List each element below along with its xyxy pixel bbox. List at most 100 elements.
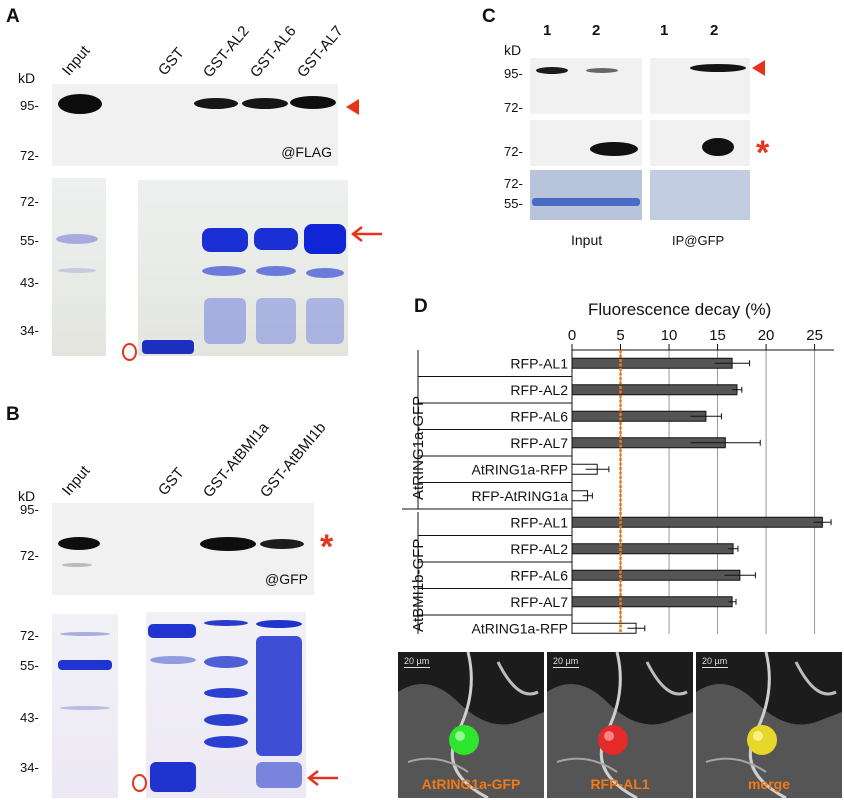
bar: [571, 569, 741, 581]
panel-c-marker-95: 95-: [504, 66, 523, 81]
micrograph-rfp-al1: 20 µm RFP-AL1: [547, 652, 693, 798]
x-tick-label: 20: [758, 327, 775, 344]
panel-c-input-blot-mid: [530, 120, 642, 166]
micrograph-caption: RFP-AL1: [590, 776, 650, 792]
panel-c-ip-label: IP@GFP: [672, 233, 725, 248]
scale-label: 20 µm: [702, 656, 728, 666]
scale-label: 20 µm: [553, 656, 579, 666]
panel-b-gel-marker-43: 43-: [20, 710, 39, 725]
scale-bar: [702, 667, 728, 668]
x-tick-label: 15: [709, 327, 726, 344]
group-label-atring1a-gfp: AtRING1a-GFP: [410, 395, 427, 500]
panel-a-marker-72: 72-: [20, 148, 39, 163]
panel-a-gel-marker-72: 72-: [20, 194, 39, 209]
panel-c-input-blot-top: [530, 58, 642, 114]
band: [202, 266, 246, 276]
band: [306, 298, 344, 344]
bar: [571, 357, 733, 369]
bar-layer: [571, 357, 832, 634]
lane-label-gst: GST: [154, 464, 188, 499]
scale-bar: [404, 667, 430, 668]
lane-number: 1: [543, 22, 552, 39]
band: [242, 98, 288, 109]
axis-layer: 0 5 10 15 20 25: [568, 327, 834, 634]
panel-a-gel-marker-43: 43-: [20, 275, 39, 290]
bar: [571, 596, 733, 608]
panel-b-kd-label: kD: [18, 488, 36, 504]
row-label: RFP-AL6: [510, 567, 568, 583]
band: [148, 624, 196, 638]
band: [58, 660, 112, 670]
band: [304, 224, 346, 254]
scale-bar: [553, 667, 579, 668]
band: [590, 142, 638, 156]
band: [586, 68, 618, 73]
panel-c-label: C: [482, 6, 496, 27]
panel-a-kd-label: kD: [18, 70, 36, 86]
micrograph-caption: AtRING1a-GFP: [421, 776, 521, 792]
panel-c-mid-marker-72: 72-: [504, 144, 523, 159]
x-tick-label: 25: [806, 327, 823, 344]
band: [256, 266, 296, 276]
lane-label-input: Input: [58, 42, 94, 79]
row-label: RFP-AL6: [510, 408, 568, 424]
x-tick-label: 5: [616, 327, 624, 344]
red-asterisk-icon: *: [320, 528, 334, 566]
flag-antibody-label: @FLAG: [281, 144, 332, 160]
panel-c-bot-marker-55: 55-: [504, 196, 523, 211]
band: [62, 563, 92, 567]
micrograph-caption: merge: [747, 776, 791, 792]
panel-b-coomassie-gel: [146, 612, 306, 798]
band: [536, 67, 568, 74]
panel-b-marker-72: 72-: [20, 548, 39, 563]
panel-b-gel-marker-34: 34-: [20, 760, 39, 775]
lane-number: 2: [710, 22, 719, 39]
band: [58, 94, 102, 114]
band: [142, 340, 194, 354]
panel-c-ip-blot-mid: [650, 120, 750, 166]
panel-a-coomassie-gel: [138, 180, 348, 356]
micrograph-image: [547, 652, 693, 798]
row-label: RFP-AL2: [510, 541, 568, 557]
panel-c-bot-marker-72: 72-: [504, 176, 523, 191]
band: [306, 268, 344, 278]
band: [60, 632, 110, 636]
band: [204, 736, 248, 748]
panel-b-gel-marker-72: 72-: [20, 628, 39, 643]
panel-a-flag-blot: @FLAG: [52, 84, 338, 166]
red-arrow-icon: [350, 226, 382, 242]
red-arrowhead-icon: [346, 99, 359, 115]
red-asterisk-icon: *: [756, 134, 770, 172]
panel-c-ip-blot-top: [650, 58, 750, 114]
row-label: RFP-AL1: [510, 355, 568, 371]
x-tick-label: 0: [568, 327, 576, 344]
panel-c-input-gel: [530, 170, 642, 220]
micrograph-image: [398, 652, 544, 798]
band: [60, 706, 110, 710]
lane-label-input: Input: [58, 462, 94, 499]
bar: [571, 516, 823, 528]
row-label: RFP-AL7: [510, 594, 568, 610]
panel-a-label: A: [6, 6, 20, 27]
panel-b-input-gel: [52, 614, 118, 798]
panel-a-gel-marker-34: 34-: [20, 323, 39, 338]
gfp-antibody-label: @GFP: [265, 571, 308, 587]
group-label-atbmi1b-gfp: AtBMI1b-GFP: [410, 538, 427, 632]
band: [290, 96, 336, 109]
red-arrow-icon: [306, 770, 338, 786]
row-label: AtRING1a-RFP: [472, 620, 568, 634]
band: [202, 228, 248, 252]
fluorescence-decay-chart: 0 5 10 15 20 25 RFP-AL1 RFP-AL2 RFP-AL6 RFP-AL7 A…: [402, 327, 834, 634]
panel-d-label: D: [414, 296, 428, 317]
row-label: RFP-AL7: [510, 435, 568, 451]
band: [204, 714, 248, 726]
lane-label-gst-al2: GST-AL2: [199, 22, 253, 81]
band: [150, 656, 196, 664]
band: [204, 656, 248, 668]
band: [56, 234, 98, 244]
band: [256, 620, 302, 628]
chart-title: Fluorescence decay (%): [588, 300, 772, 319]
row-label: RFP-AL2: [510, 382, 568, 398]
band: [532, 198, 640, 206]
lane-number: 1: [660, 22, 669, 39]
